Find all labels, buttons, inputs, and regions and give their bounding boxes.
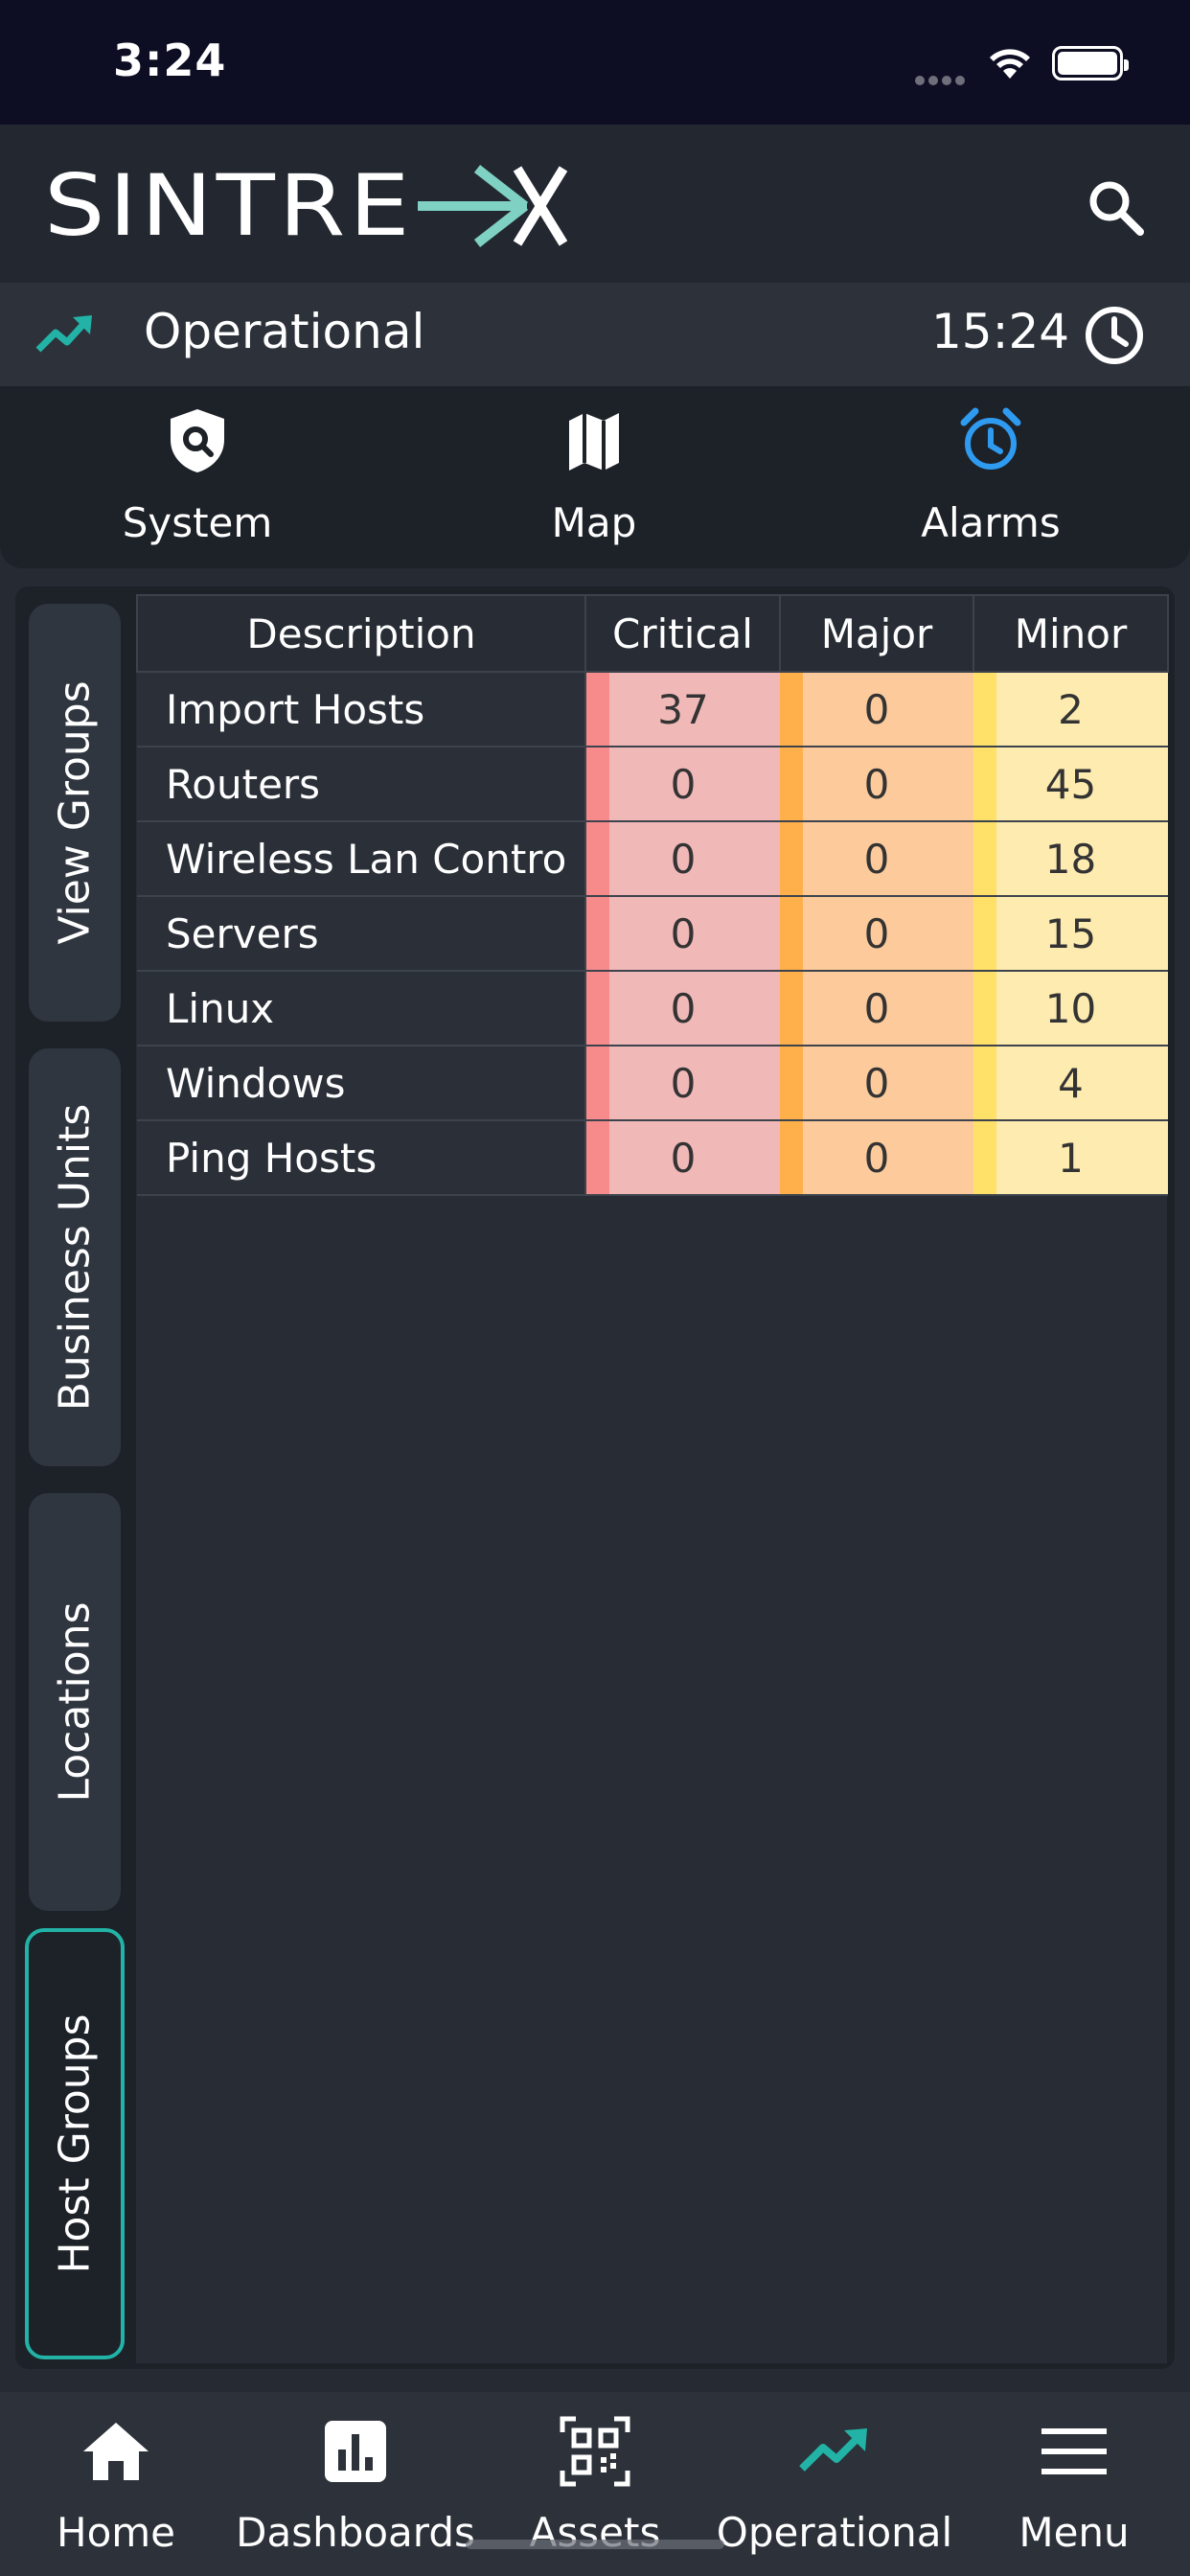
tab-system[interactable]: System <box>54 407 341 561</box>
row-critical-count[interactable]: 37 <box>585 671 780 748</box>
status-time: 3:24 <box>113 34 227 86</box>
operational-status-label: Operational <box>144 304 425 359</box>
row-major-count[interactable]: 0 <box>780 1119 973 1196</box>
row-major-count[interactable]: 0 <box>780 895 973 972</box>
side-tab-label: Locations <box>50 1601 100 1803</box>
nav-dashboards[interactable]: Dashboards <box>236 2415 475 2568</box>
side-tab-label: View Groups <box>50 680 100 945</box>
row-minor-count[interactable]: 1 <box>973 1119 1168 1196</box>
map-icon <box>569 413 619 471</box>
side-tab-host-groups[interactable]: Host Groups <box>25 1928 125 2359</box>
search-icon[interactable] <box>1083 174 1150 242</box>
row-critical-count[interactable]: 0 <box>585 1045 780 1121</box>
nav-operational[interactable]: Operational <box>715 2415 954 2568</box>
row-description: Import Hosts <box>137 671 586 748</box>
tab-system-label: System <box>122 499 273 546</box>
nav-menu-label: Menu <box>1018 2509 1130 2556</box>
row-major-count[interactable]: 0 <box>780 1045 973 1121</box>
side-tab-locations[interactable]: Locations <box>29 1493 121 1911</box>
row-critical-count[interactable]: 0 <box>585 895 780 972</box>
row-description: Wireless Lan Contro <box>137 820 586 897</box>
row-major-count[interactable]: 0 <box>780 746 973 822</box>
row-major-count[interactable]: 0 <box>780 820 973 897</box>
row-description: Ping Hosts <box>137 1119 586 1196</box>
app-header: SINTRE <box>0 125 1190 283</box>
row-minor-count[interactable]: 4 <box>973 1045 1168 1121</box>
table-row[interactable]: Servers 0 0 15 <box>137 895 1168 972</box>
row-minor-count[interactable]: 45 <box>973 746 1168 822</box>
row-critical-count[interactable]: 0 <box>585 746 780 822</box>
nav-home[interactable]: Home <box>0 2415 236 2568</box>
status-bar: 3:24 <box>0 0 1190 125</box>
row-critical-count[interactable]: 0 <box>585 820 780 897</box>
wifi-icon <box>990 49 1030 79</box>
row-minor-count[interactable]: 10 <box>973 970 1168 1046</box>
side-tab-business-units[interactable]: Business Units <box>29 1048 121 1466</box>
cellular-signal-icon <box>915 71 969 85</box>
alarm-clock-icon <box>960 407 1021 470</box>
nav-home-label: Home <box>56 2509 176 2556</box>
alarm-table-area: Description Critical Major Minor Import … <box>136 594 1169 2363</box>
row-minor-count[interactable]: 15 <box>973 895 1168 972</box>
row-description: Linux <box>137 970 586 1046</box>
column-header-description[interactable]: Description <box>136 594 586 673</box>
row-major-count[interactable]: 0 <box>780 970 973 1046</box>
trending-up-icon <box>35 315 92 353</box>
table-header-row: Description Critical Major Minor <box>136 594 1169 673</box>
sintrex-logo: SINTRE <box>44 163 567 249</box>
row-description: Servers <box>137 895 586 972</box>
status-time-value: 15:24 <box>931 304 1070 359</box>
home-icon <box>83 2423 149 2480</box>
nav-operational-label: Operational <box>716 2509 953 2556</box>
side-tab-label: Business Units <box>50 1103 100 1412</box>
tab-map-label: Map <box>551 499 637 546</box>
shield-search-icon <box>171 409 224 472</box>
table-row[interactable]: Routers 0 0 45 <box>137 746 1168 822</box>
row-critical-count[interactable]: 0 <box>585 970 780 1046</box>
table-row[interactable]: Windows 0 0 4 <box>137 1045 1168 1121</box>
bar-chart-icon <box>325 2421 386 2482</box>
battery-icon <box>1052 46 1129 80</box>
logo-text: SINTRE <box>44 156 414 256</box>
tab-alarms-label: Alarms <box>921 499 1061 546</box>
row-minor-count[interactable]: 2 <box>973 671 1168 748</box>
clock-icon[interactable] <box>1083 304 1146 367</box>
home-indicator[interactable] <box>466 2540 724 2549</box>
column-header-major[interactable]: Major <box>779 594 974 673</box>
row-description: Routers <box>137 746 586 822</box>
row-major-count[interactable]: 0 <box>780 671 973 748</box>
status-strip: Operational 15:24 <box>0 283 1190 386</box>
top-tab-bar: System Map Alarms <box>0 386 1190 568</box>
logo-arrow-x-icon <box>417 165 567 247</box>
tab-map[interactable]: Map <box>450 407 738 561</box>
column-header-critical[interactable]: Critical <box>584 594 781 673</box>
table-row[interactable]: Ping Hosts 0 0 1 <box>137 1119 1168 1196</box>
main-panel: View Groups Business Units Locations Hos… <box>15 586 1175 2369</box>
table-row[interactable]: Wireless Lan Contro 0 0 18 <box>137 820 1168 897</box>
nav-menu[interactable]: Menu <box>954 2415 1190 2568</box>
trending-up-icon <box>799 2428 867 2472</box>
side-tab-label: Host Groups <box>50 2013 100 2274</box>
column-header-minor[interactable]: Minor <box>973 594 1169 673</box>
nav-dashboards-label: Dashboards <box>236 2509 475 2556</box>
qr-code-icon <box>560 2416 630 2487</box>
row-critical-count[interactable]: 0 <box>585 1119 780 1196</box>
alarm-summary-table: Description Critical Major Minor Import … <box>136 594 1169 1196</box>
table-row[interactable]: Linux 0 0 10 <box>137 970 1168 1046</box>
table-row[interactable]: Import Hosts 37 0 2 <box>137 671 1168 748</box>
side-tab-view-groups[interactable]: View Groups <box>29 604 121 1022</box>
menu-icon <box>1041 2428 1107 2474</box>
tab-alarms[interactable]: Alarms <box>847 407 1134 561</box>
row-minor-count[interactable]: 18 <box>973 820 1168 897</box>
row-description: Windows <box>137 1045 586 1121</box>
